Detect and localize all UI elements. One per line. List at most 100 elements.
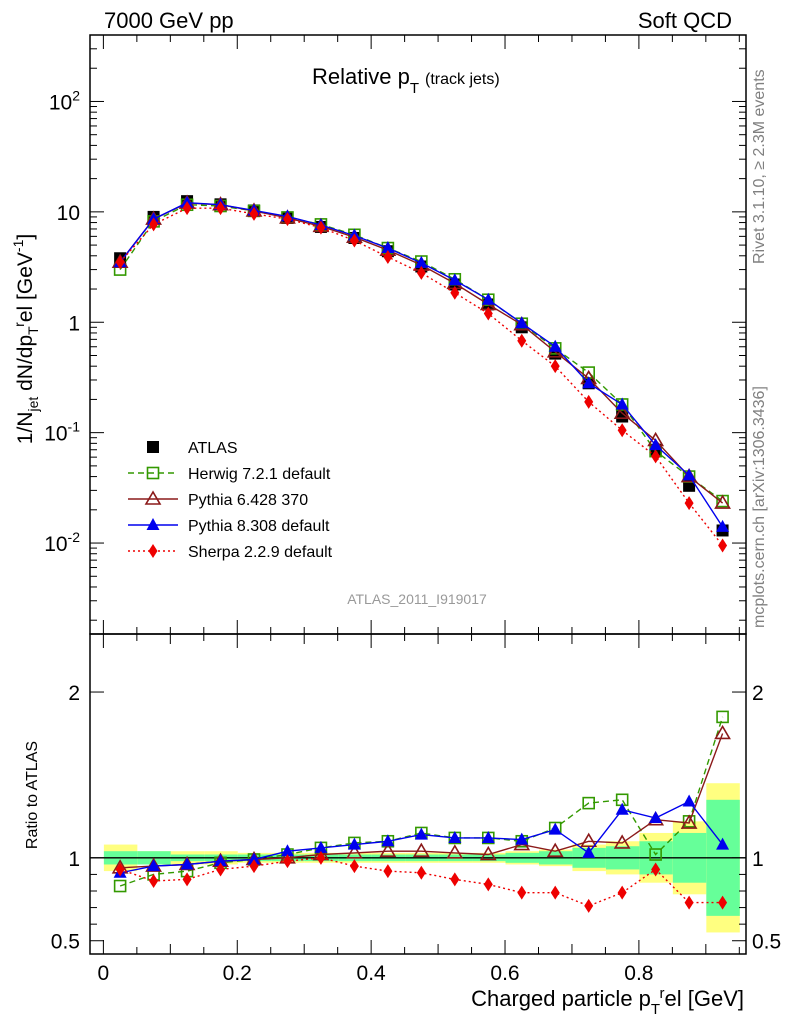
ratio-marker-herwig <box>113 879 127 893</box>
ratio-marker-pythia <box>414 827 428 840</box>
ratio-marker-pythia <box>448 830 462 843</box>
ratio-marker-pythia <box>379 842 397 858</box>
main-panel: 10-2 10-1 1 10 102 Relative pT(track jets) A… <box>10 34 747 635</box>
ratio-marker-pythia <box>214 854 228 867</box>
ratio-series-pythia <box>113 794 730 878</box>
ratio-marker-pythia <box>479 845 497 861</box>
y-tick-label: 10-1 <box>44 419 80 446</box>
y-tick-label: 10-2 <box>44 529 80 556</box>
ratio-marker-sherpa <box>282 854 292 869</box>
ratio-marker-sherpa <box>149 874 159 889</box>
ratio-marker-sherpa <box>416 865 426 880</box>
ratio-marker-pythia <box>280 844 294 857</box>
legend-label-atlas: ATLAS <box>188 440 238 457</box>
legend: ATLAS Herwig 7.2.1 default Pythia 6.428 37… <box>128 440 333 561</box>
ratio-marker-pythia <box>580 832 598 848</box>
marker-sherpa <box>584 394 594 409</box>
ratio-marker-pythia <box>649 811 663 824</box>
ratio-marker-pythia <box>680 814 698 829</box>
legend-label-herwig: Herwig 7.2.1 default <box>188 466 331 483</box>
legend-label-pythia: Pythia 8.308 default <box>188 518 330 535</box>
ratio-marker-sherpa <box>450 872 460 887</box>
marker-pythia <box>448 273 462 286</box>
ratio-marker-pythia <box>682 794 696 807</box>
ratio-marker-pythia <box>147 859 161 872</box>
legend-marker-sherpa <box>148 544 158 558</box>
marker-pythia <box>613 404 631 420</box>
marker-sherpa <box>483 306 493 321</box>
marker-sherpa <box>182 201 192 216</box>
marker-sherpa <box>684 496 694 511</box>
ratio-marker-pythia <box>714 724 731 740</box>
ratio-marker-pythia <box>546 842 564 858</box>
ratio-y-tick-label: 1 <box>68 848 80 871</box>
ratio-series-sherpa <box>115 850 728 913</box>
ratio-marker-herwig <box>649 848 662 861</box>
ratio-marker-sherpa <box>517 885 527 900</box>
ratio-marker-sherpa <box>584 898 594 913</box>
x-tick-label: 0.2 <box>223 962 252 985</box>
ratio-marker-sherpa <box>550 885 560 900</box>
line-pythia <box>119 202 724 504</box>
ratio-marker-sherpa <box>617 885 627 900</box>
ratio-panel: 0.5 0.5 1 1 2 2 0 0.2 0.4 0.6 0.8 Ratio to ATLAS C… <box>24 633 781 1018</box>
legend-marker-atlas <box>147 441 159 453</box>
marker-sherpa <box>282 212 292 227</box>
ratio-marker-pythia <box>716 837 730 850</box>
ratio-marker-sherpa <box>249 859 259 874</box>
marker-pythia <box>414 255 428 268</box>
marker-atlas <box>616 410 629 423</box>
ratio-y-tick-label-right: 2 <box>752 682 764 705</box>
ratio-marker-sherpa <box>718 895 728 910</box>
ratio-marker-sherpa <box>316 850 326 865</box>
marker-sherpa <box>383 250 393 265</box>
marker-pythia <box>716 519 730 532</box>
marker-sherpa <box>718 538 728 553</box>
marker-sherpa <box>149 217 159 232</box>
ratio-marker-sherpa <box>651 862 661 877</box>
ratio-marker-pythia <box>582 845 596 858</box>
ratio-marker-sherpa <box>115 862 125 877</box>
ratio-marker-sherpa <box>182 872 192 887</box>
y-tick-label: 1 <box>68 312 80 335</box>
header-energy-label: 7000 GeV pp <box>104 8 234 33</box>
legend-marker-herwig <box>146 466 160 480</box>
series-atlas <box>114 195 729 537</box>
marker-sherpa <box>349 233 359 248</box>
ratio-marker-pythia <box>615 802 629 815</box>
marker-sherpa <box>316 220 326 235</box>
ratio-marker-sherpa <box>383 864 393 879</box>
legend-marker-pythia <box>144 490 162 505</box>
ratio-y-tick-label: 0.5 <box>51 931 80 954</box>
ratio-y-tick-label-right: 0.5 <box>752 931 781 954</box>
ratio-y-tick-label: 2 <box>68 682 80 705</box>
marker-pythia <box>615 397 629 410</box>
x-tick-label: 0.8 <box>624 962 653 985</box>
ratio-marker-sherpa <box>349 859 359 874</box>
ratio-marker-herwig <box>582 796 595 810</box>
ratio-y-axis-label: Ratio to ATLAS <box>24 741 41 849</box>
ratio-marker-sherpa <box>216 862 226 877</box>
series-pythia <box>111 194 731 509</box>
x-axis-label: Charged particle pTrel [GeV] <box>471 985 744 1018</box>
marker-pythia <box>714 494 731 509</box>
ratio-marker-pythia <box>314 840 328 853</box>
mcplots-label: mcplots.cern.ch [arXiv:1306.3436] <box>751 386 768 628</box>
watermark: ATLAS_2011_I919017 <box>347 591 487 607</box>
marker-sherpa <box>517 333 527 348</box>
marker-sherpa <box>115 255 125 270</box>
ratio-marker-pythia <box>347 837 361 850</box>
ratio-marker-sherpa <box>483 877 493 892</box>
ratio-marker-pythia <box>412 842 430 858</box>
marker-sherpa <box>416 265 426 280</box>
marker-pythia <box>548 339 562 352</box>
marker-sherpa <box>617 423 627 438</box>
rivet-label: Rivet 3.1.10, ≥ 2.3M events <box>751 69 768 264</box>
ratio-marker-pythia <box>381 834 395 847</box>
ratio-marker-pythia <box>515 832 529 845</box>
ratio-marker-pythia <box>247 852 261 865</box>
x-tick-label: 0.4 <box>357 962 387 985</box>
ratio-marker-pythia <box>446 844 464 859</box>
ratio-marker-pythia <box>346 844 363 859</box>
